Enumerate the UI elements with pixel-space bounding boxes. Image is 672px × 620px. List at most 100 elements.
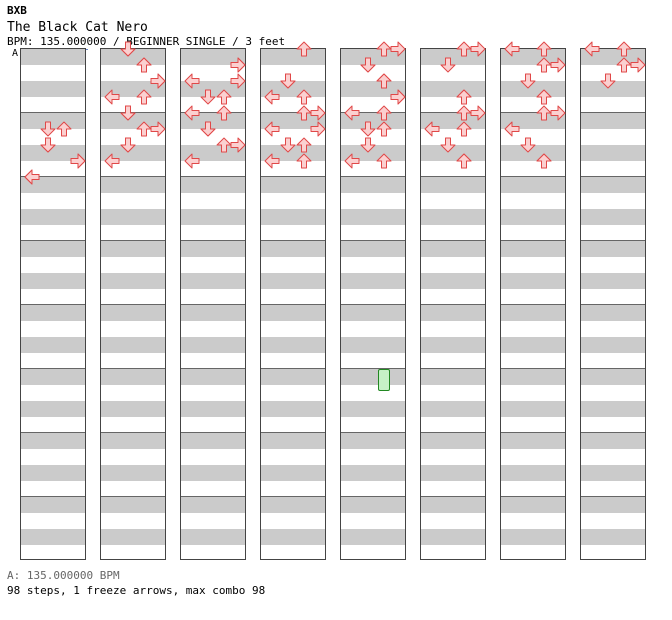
step-arrow-down-icon	[120, 105, 136, 121]
measure-line	[501, 176, 565, 177]
chart-column	[180, 48, 246, 560]
step-arrow-left-icon	[184, 105, 200, 121]
step-arrow-right-icon	[310, 121, 326, 137]
step-arrow-up-icon	[376, 41, 392, 57]
measure-line	[21, 240, 85, 241]
step-arrow-up-icon	[456, 153, 472, 169]
measure-line	[261, 176, 325, 177]
measure-line	[101, 368, 165, 369]
step-arrow-right-icon	[470, 41, 486, 57]
step-arrow-down-icon	[40, 137, 56, 153]
measure-line	[501, 496, 565, 497]
step-arrow-right-icon	[390, 41, 406, 57]
step-arrow-left-icon	[344, 105, 360, 121]
step-arrow-right-icon	[550, 105, 566, 121]
measure-line	[581, 304, 645, 305]
measure-line	[341, 240, 405, 241]
measure-line	[181, 368, 245, 369]
chart-column	[20, 48, 86, 560]
measure-line	[181, 432, 245, 433]
measure-line	[101, 304, 165, 305]
step-arrow-up-icon	[376, 73, 392, 89]
song-title: The Black Cat Nero	[7, 20, 148, 35]
step-arrow-right-icon	[310, 105, 326, 121]
measure-line	[501, 368, 565, 369]
measure-line	[101, 496, 165, 497]
measure-line	[181, 240, 245, 241]
measure-line	[501, 432, 565, 433]
measure-line	[501, 240, 565, 241]
step-arrow-left-icon	[344, 153, 360, 169]
measure-line	[341, 496, 405, 497]
measure-line	[421, 368, 485, 369]
chart-code: BXB	[7, 4, 27, 17]
step-arrow-down-icon	[200, 89, 216, 105]
step-arrow-up-icon	[376, 105, 392, 121]
step-arrow-left-icon	[264, 89, 280, 105]
step-arrow-left-icon	[264, 121, 280, 137]
chart-column	[420, 41, 486, 560]
measure-line	[21, 496, 85, 497]
measure-line	[581, 176, 645, 177]
measure-line	[581, 368, 645, 369]
chart-subtitle: BPM: 135.000000 / BEGINNER SINGLE / 3 fe…	[7, 35, 286, 48]
measure-line	[341, 304, 405, 305]
measure-line	[181, 304, 245, 305]
step-arrow-up-icon	[456, 89, 472, 105]
chart-column	[340, 41, 406, 560]
step-arrow-down-icon	[120, 137, 136, 153]
step-arrow-right-icon	[390, 89, 406, 105]
measure-line	[261, 368, 325, 369]
step-arrow-right-icon	[630, 57, 646, 73]
step-arrow-up-icon	[296, 41, 312, 57]
chart-column	[260, 41, 326, 560]
measure-line	[581, 432, 645, 433]
bpm-legend: A: 135.000000 BPM	[7, 569, 120, 582]
step-arrow-up-icon	[536, 105, 552, 121]
measure-line	[181, 176, 245, 177]
step-arrow-down-icon	[600, 73, 616, 89]
chart-stats: 98 steps, 1 freeze arrows, max combo 98	[7, 584, 266, 597]
step-arrow-left-icon	[184, 153, 200, 169]
freeze-arrow-body	[378, 369, 390, 391]
measure-line	[421, 432, 485, 433]
step-arrow-down-icon	[520, 73, 536, 89]
measure-line	[341, 368, 405, 369]
measure-line	[341, 432, 405, 433]
step-arrow-up-icon	[456, 41, 472, 57]
measure-line	[421, 112, 485, 113]
step-arrow-down-icon	[360, 137, 376, 153]
measure-line	[21, 304, 85, 305]
step-arrow-left-icon	[184, 73, 200, 89]
step-arrow-left-icon	[104, 89, 120, 105]
measure-line	[101, 176, 165, 177]
step-arrow-up-icon	[136, 57, 152, 73]
step-arrow-down-icon	[200, 121, 216, 137]
measure-line	[421, 240, 485, 241]
step-arrow-up-icon	[216, 89, 232, 105]
step-arrow-left-icon	[504, 121, 520, 137]
measure-line	[101, 240, 165, 241]
step-arrow-up-icon	[536, 153, 552, 169]
step-arrow-right-icon	[150, 73, 166, 89]
measure-line	[581, 240, 645, 241]
step-arrow-up-icon	[536, 41, 552, 57]
step-arrow-up-icon	[136, 121, 152, 137]
measure-line	[261, 496, 325, 497]
measure-line	[261, 304, 325, 305]
step-arrow-down-icon	[360, 121, 376, 137]
measure-line	[21, 432, 85, 433]
step-arrow-up-icon	[296, 153, 312, 169]
step-arrow-left-icon	[584, 41, 600, 57]
measure-line	[261, 112, 325, 113]
measure-line	[101, 432, 165, 433]
step-arrow-down-icon	[440, 57, 456, 73]
measure-line	[581, 112, 645, 113]
measure-line	[421, 304, 485, 305]
step-arrow-down-icon	[280, 73, 296, 89]
step-arrow-up-icon	[216, 105, 232, 121]
step-arrow-up-icon	[56, 121, 72, 137]
measure-line	[421, 176, 485, 177]
step-arrow-down-icon	[120, 41, 136, 57]
step-arrow-right-icon	[150, 121, 166, 137]
